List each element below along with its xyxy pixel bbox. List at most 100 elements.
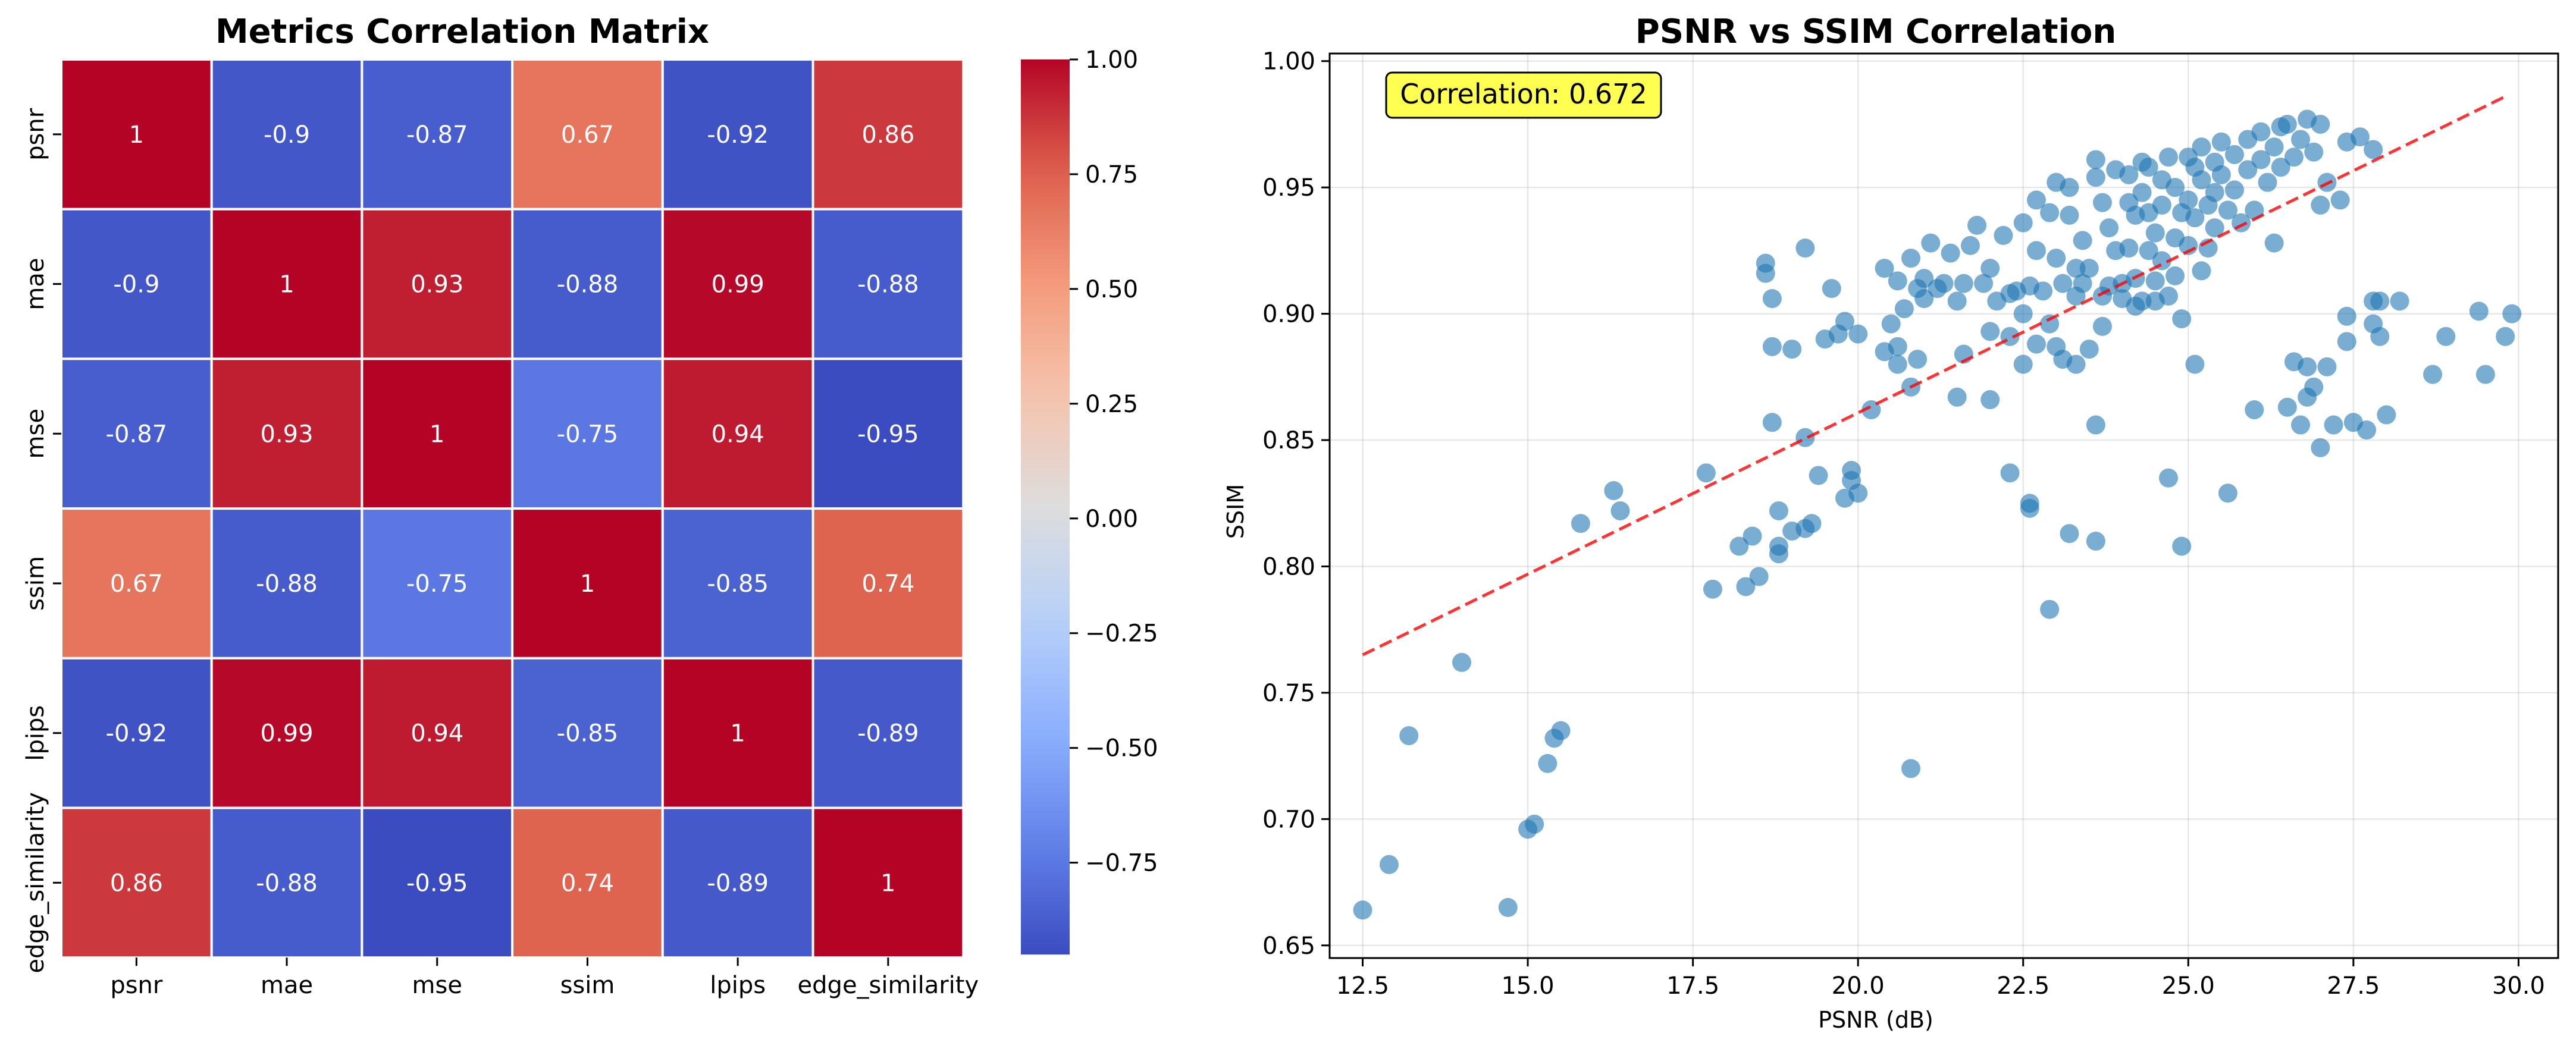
heatmap-cell [811,657,965,809]
scatter-point [1399,726,1419,746]
scatter-point [2166,178,2185,197]
scatter-point [2139,241,2158,260]
heatmap-cell-label: -0.88 [256,570,318,598]
scatter-point [1881,314,1901,334]
scatter-point [1756,253,1775,273]
heatmap-cell-label: -0.9 [264,121,310,149]
scatter-point [2092,316,2112,336]
heatmap-col-label: lpips [710,972,766,999]
scatter-point [2390,291,2409,311]
scatter-point [1696,463,1716,483]
scatter-point [2350,127,2370,147]
heatmap-cell [60,657,213,809]
scatter-point [2317,357,2337,376]
scatter-point [2086,415,2105,435]
scatter-point [1749,567,1769,586]
heatmap-cell-label: 0.94 [410,720,463,748]
scatter-point [2040,314,2060,334]
scatter-point [1822,279,1841,299]
heatmap-cell-label: 0.74 [861,570,914,598]
scatter-point [1888,337,1907,356]
scatter-point [2251,150,2271,169]
scatter-point [2337,332,2356,351]
heatmap-cell-label: -0.75 [557,420,619,448]
heatmap-cell [361,357,514,510]
scatter-point [2026,334,2046,354]
scatter-point [2060,178,2079,197]
scatter-point [2013,304,2033,324]
heatmap-cell [511,657,664,809]
scatter-point [1703,579,1722,599]
scatter-point [2277,397,2297,417]
heatmap-cell-label: 0.86 [110,869,163,897]
scatter-point [1809,466,1828,485]
scatter-point [1848,483,1868,503]
scatter-point [2211,165,2231,184]
scatter-point [2311,438,2330,457]
heatmap-cell-label: 0.93 [261,420,314,448]
scatter-point [2330,190,2350,210]
scatter-point [2251,122,2271,142]
heatmap-cell [361,507,514,660]
scatter-point [2166,266,2185,285]
scatter-point [2132,291,2152,311]
scatter-point [1901,249,1920,268]
scatter-points [1353,109,2522,920]
heatmap-cell-label: 0.67 [561,121,614,149]
scatter-point [2119,165,2139,184]
heatmap-cell [811,507,965,660]
heatmap-cell-label: -0.88 [557,271,619,299]
scatter-point [1947,387,1967,407]
scatter-point [2086,531,2105,551]
scatter-point [1762,337,1782,356]
scatter-point [2040,203,2060,222]
scatter-point [2158,468,2178,488]
scatter-point [2284,147,2304,167]
colorbar-tick-label: 0.00 [1085,505,1138,533]
scatter-point [2192,261,2211,281]
scatter-point [2158,286,2178,306]
heatmap-cell-label: -0.89 [707,869,769,897]
colorbar [1021,59,1070,954]
scatter-point [2304,142,2324,162]
heatmap-cell-label: 0.86 [861,121,914,149]
scatter-point [1914,289,1934,309]
heatmap-cell [811,806,965,959]
scatter-point [1782,340,1802,359]
scatter-point [2271,158,2290,177]
scatter-point [2357,420,2377,440]
scatter-point [1452,652,1472,672]
heatmap-row-label: ssim [22,556,49,611]
x-tick-label: 22.5 [1997,972,2049,1000]
y-tick-label: 0.85 [1262,427,1315,454]
scatter-point [2245,200,2264,220]
scatter-point [2060,524,2079,544]
heatmap-cell-label: -0.88 [256,869,318,897]
scatter-point [2047,249,2066,268]
scatter-point [2139,158,2158,177]
scatter-point [1848,324,1868,344]
colorbar-ticks: 1.00 0.75 0.50 0.25 0.00 −0.25 −0.50 −0.75 [1070,46,1158,877]
scatter-point [1980,390,2000,410]
scatter-point [2291,415,2311,435]
scatter-point [1379,855,1399,874]
y-tick-label: 0.70 [1262,806,1315,833]
scatter-point [1551,721,1571,740]
heatmap-title: Metrics Correlation Matrix [215,12,709,51]
scatter-point [1941,243,1960,263]
scatter-point [1934,274,1954,293]
scatter-point [1921,233,1941,253]
scatter-point [2337,306,2356,326]
heatmap-cell [811,208,965,360]
scatter-point [1994,225,2013,245]
scatter-point [1835,312,1854,331]
correlation-annotation: Correlation: 0.672 [1400,78,1647,110]
scatter-point [1769,536,1788,556]
heatmap-cell [210,657,363,809]
scatter-point [2192,170,2211,190]
scatter-point [1571,514,1590,533]
scatter-point [2092,193,2112,212]
scatter-point [2060,205,2079,225]
scatter-point [2079,259,2099,278]
scatter-point [2026,190,2046,210]
